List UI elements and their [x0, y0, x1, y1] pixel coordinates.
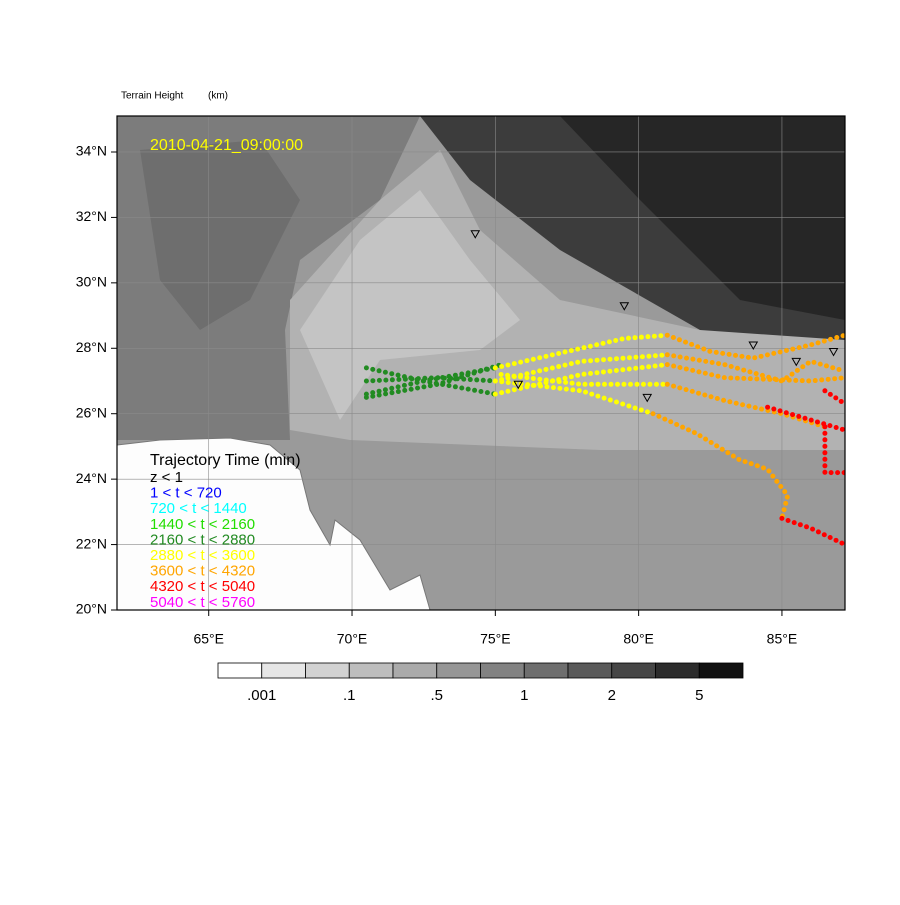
colorbar-label: 1 [520, 687, 528, 704]
trajectory [492, 378, 656, 417]
trajectory [664, 362, 845, 384]
colorbar-box [305, 662, 350, 679]
lat-tick-label: 34°N [76, 143, 107, 159]
station-marker [642, 393, 653, 403]
lat-tick-label: 28°N [76, 339, 107, 355]
lat-tick-label: 26°N [76, 404, 107, 420]
trajectories [363, 332, 845, 548]
trajectory [650, 411, 791, 521]
colorbar-box [611, 662, 656, 679]
station-marker [828, 348, 839, 357]
colorbar-box [217, 662, 263, 679]
trajectory [822, 388, 845, 407]
colorbar-label: .5 [430, 687, 443, 704]
lon-tick-label: 65°E [193, 631, 224, 647]
colorbar-box [655, 662, 700, 679]
map-frame [116, 115, 846, 611]
legend-entry: 720 < t < 1440 [150, 500, 247, 517]
trajectory [765, 404, 845, 433]
colorbar-box [392, 662, 438, 679]
station-marker [748, 341, 759, 351]
lat-tick-label: 22°N [76, 535, 107, 551]
legend-entry: 2160 < t < 2880 [150, 531, 255, 548]
stations [470, 230, 839, 403]
trajectory [664, 381, 828, 430]
station-marker [619, 302, 630, 311]
colorbar-box [480, 662, 525, 679]
legend-title: Trajectory Time (min) [150, 452, 301, 469]
lat-tick-label: 24°N [76, 470, 107, 486]
trajectory [822, 424, 845, 476]
map-title: Terrain Height [121, 91, 183, 102]
trajectory [363, 375, 498, 384]
colorbar-label: 5 [695, 687, 703, 704]
trajectory [779, 515, 845, 548]
lon-tick-label: 80°E [623, 631, 654, 647]
colorbar-box [261, 662, 306, 679]
legend-entry: 3600 < t < 4320 [150, 563, 255, 580]
legend-entry: 5040 < t < 5760 [150, 594, 255, 611]
station-marker [470, 230, 481, 239]
trajectory [498, 372, 670, 387]
colorbar-box [348, 662, 394, 679]
station-marker [791, 357, 802, 367]
lat-tick-label: 32°N [76, 208, 107, 224]
lon-tick-label: 70°E [337, 631, 368, 647]
colorbar-label: 2 [608, 687, 616, 704]
map-units: (km) [208, 91, 228, 102]
timestamp: 2010-04-21_09:00:00 [150, 137, 303, 154]
colorbar-box [523, 662, 569, 679]
station-marker [513, 380, 524, 390]
legend-entry: 2880 < t < 3600 [150, 547, 255, 564]
colorbar-box [436, 662, 481, 679]
colorbar: .001 .1 .5 1 2 5 [217, 662, 744, 704]
lat-tick-label: 20°N [76, 601, 107, 617]
trajectory [363, 362, 504, 400]
colorbar-label: .1 [343, 687, 356, 704]
colorbar-box [698, 662, 744, 679]
colorbar-box [567, 662, 613, 679]
lon-tick-label: 75°E [480, 631, 511, 647]
legend-entry: 1440 < t < 2160 [150, 516, 255, 533]
legend-entry: 1 < t < 720 [150, 485, 222, 502]
trajectory [492, 332, 670, 371]
legend-entry: z < 1 [150, 469, 183, 486]
legend-entry: 4320 < t < 5040 [150, 578, 255, 595]
colorbar-label: .001 [247, 687, 276, 704]
trajectory [664, 332, 845, 361]
lon-tick-label: 85°E [767, 631, 798, 647]
lat-tick-label: 30°N [76, 274, 107, 290]
trajectory [363, 365, 498, 397]
